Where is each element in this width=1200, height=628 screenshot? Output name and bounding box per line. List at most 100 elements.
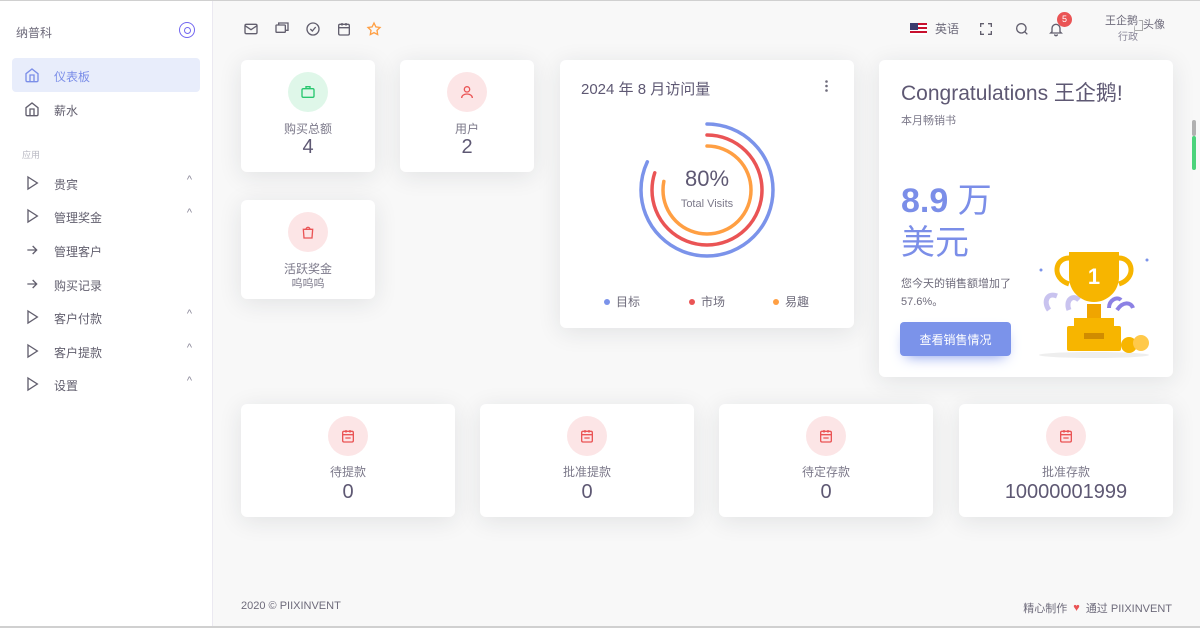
stat-value: 0	[342, 481, 354, 503]
stat-label: 待提款	[329, 465, 366, 479]
stat-value: 0	[581, 481, 593, 503]
congrats-title: Congratulations 王企鹅!	[901, 82, 1123, 105]
chevron-up-icon: ^	[186, 375, 192, 387]
calendar-icon	[820, 430, 832, 443]
radial-bar-1	[639, 122, 775, 258]
congrats-subtitle: 本月畅销书	[901, 115, 956, 127]
user-name[interactable]: 王企鹅	[1105, 15, 1138, 27]
stat-card-active-bonus: 活跃奖金 呜呜呜	[241, 200, 375, 299]
legend-dot	[689, 298, 695, 305]
sidebar-item-label: 购买记录	[54, 279, 103, 293]
stat-icon-circle	[1046, 416, 1086, 456]
sidebar-item-manage-customers[interactable]: 管理客户	[12, 233, 200, 267]
stat-label: 批准提款	[562, 465, 611, 479]
svg-text:1: 1	[1088, 264, 1100, 289]
stat-label: 用户	[454, 122, 479, 136]
view-sales-button[interactable]: 查看销售情况	[900, 322, 1011, 356]
trophy-illustration: 1	[1039, 252, 1149, 358]
sidebar-item-customer-withdrawals[interactable]: 客户提款 ^	[12, 334, 200, 368]
calendar-icon[interactable]	[336, 21, 352, 37]
avatar[interactable]: 头像	[1134, 16, 1174, 42]
notification-badge: 5	[1057, 12, 1072, 27]
sidebar-item-vip[interactable]: 贵宾 ^	[12, 166, 200, 200]
briefcase-icon	[301, 86, 315, 98]
sidebar-toggle-icon[interactable]	[179, 22, 195, 38]
stat-icon-circle	[288, 72, 328, 112]
amount-currency: 美元	[901, 224, 969, 262]
scrollbar-thumb[interactable]	[1192, 120, 1196, 170]
play-icon	[27, 175, 39, 191]
sidebar-item-label: 客户提款	[54, 346, 103, 360]
legend-item: 易趣	[773, 293, 809, 310]
sidebar-item-label: 贵宾	[54, 178, 79, 192]
sidebar-item-label: 客户付款	[54, 312, 103, 326]
footer-credit: 精心制作 ♥ 通过 PIIXINVENT	[1023, 600, 1172, 616]
sidebar-item-dashboard[interactable]: 仪表板	[12, 58, 200, 92]
check-circle-icon[interactable]	[305, 21, 321, 37]
sidebar-item-label: 管理客户	[54, 245, 103, 259]
radial-bar-3	[661, 144, 753, 236]
chat-icon[interactable]	[274, 21, 290, 37]
calendar-icon	[1060, 430, 1072, 443]
sales-description: 您今天的销售额增加了57.6%。	[901, 278, 1011, 308]
stat-card-users: 用户 2	[400, 60, 534, 172]
footer-copyright: 2020 © PIIXINVENT	[241, 600, 341, 612]
visits-title: 2024 年 8 月访问量	[581, 81, 711, 98]
calendar-icon	[342, 430, 354, 443]
sidebar-item-customer-payments[interactable]: 客户付款 ^	[12, 300, 200, 334]
sidebar: 纳普科 仪表板 薪水 应用 贵宾 ^ 管理奖金 ^ 管理客户 购买记录 客户付款…	[0, 1, 213, 626]
brand-name[interactable]: 纳普科	[16, 26, 53, 40]
us-flag-icon	[910, 22, 927, 35]
chevron-up-icon: ^	[186, 308, 192, 320]
chevron-up-icon: ^	[186, 342, 192, 354]
search-icon[interactable]	[1014, 21, 1030, 37]
sidebar-item-label: 管理奖金	[54, 211, 103, 225]
sidebar-item-salary[interactable]: 薪水	[12, 92, 200, 126]
legend-dot	[773, 298, 779, 305]
sidebar-item-settings[interactable]: 设置 ^	[12, 367, 200, 401]
sidebar-item-label: 薪水	[54, 104, 79, 118]
play-icon	[27, 309, 39, 325]
stat-icon-circle	[806, 416, 846, 456]
sidebar-item-purchase-records[interactable]: 购买记录	[12, 267, 200, 301]
play-icon	[27, 343, 39, 359]
stat-icon-circle	[328, 416, 368, 456]
stat-value: 4	[302, 136, 314, 158]
stat-label: 购买总额	[283, 122, 332, 136]
stat-label: 批准存款	[1041, 465, 1090, 479]
more-vertical-icon[interactable]	[825, 80, 828, 92]
stat-icon-circle	[567, 416, 607, 456]
home-icon	[25, 102, 39, 117]
stat-icon-circle	[447, 72, 487, 112]
stat-label: 待定存款	[801, 465, 850, 479]
legend-label: 市场	[701, 295, 726, 309]
language-selector[interactable]: 英语	[910, 20, 959, 37]
radial-bar-2	[650, 133, 764, 247]
language-label: 英语	[935, 22, 960, 36]
footer-made-with: 精心制作	[1023, 603, 1068, 615]
top-navbar: 英语 5 王企鹅 行政 头像	[214, 1, 1200, 57]
mail-icon[interactable]	[243, 21, 259, 37]
stat-card-approved-withdrawal: 批准提款 0	[480, 404, 694, 517]
play-icon	[27, 208, 39, 224]
chevron-up-icon: ^	[186, 174, 192, 186]
star-icon[interactable]	[366, 21, 382, 37]
legend-item: 市场	[689, 293, 725, 310]
avatar-alt-text: 头像	[1143, 19, 1165, 31]
chevron-up-icon: ^	[186, 207, 192, 219]
sidebar-item-label: 仪表板	[54, 70, 91, 84]
calendar-icon	[581, 430, 593, 443]
sidebar-item-manage-bonus[interactable]: 管理奖金 ^	[12, 199, 200, 233]
footer-by: 通过 PIIXINVENT	[1085, 603, 1172, 615]
stat-card-pending-deposit: 待定存款 0	[719, 404, 933, 517]
bell-icon[interactable]	[1048, 21, 1064, 37]
stat-value: 10000001999	[1004, 481, 1128, 503]
home-icon	[25, 68, 39, 83]
sidebar-item-label: 设置	[54, 379, 79, 393]
legend-dot	[604, 298, 610, 305]
fullscreen-icon[interactable]	[978, 21, 994, 37]
congrats-card: Congratulations 王企鹅! 本月畅销书 8.9 万 美元 您今天的…	[879, 60, 1173, 377]
amount-unit: 万	[957, 182, 992, 220]
play-icon	[27, 376, 39, 392]
sidebar-section-title: 应用	[22, 150, 41, 160]
